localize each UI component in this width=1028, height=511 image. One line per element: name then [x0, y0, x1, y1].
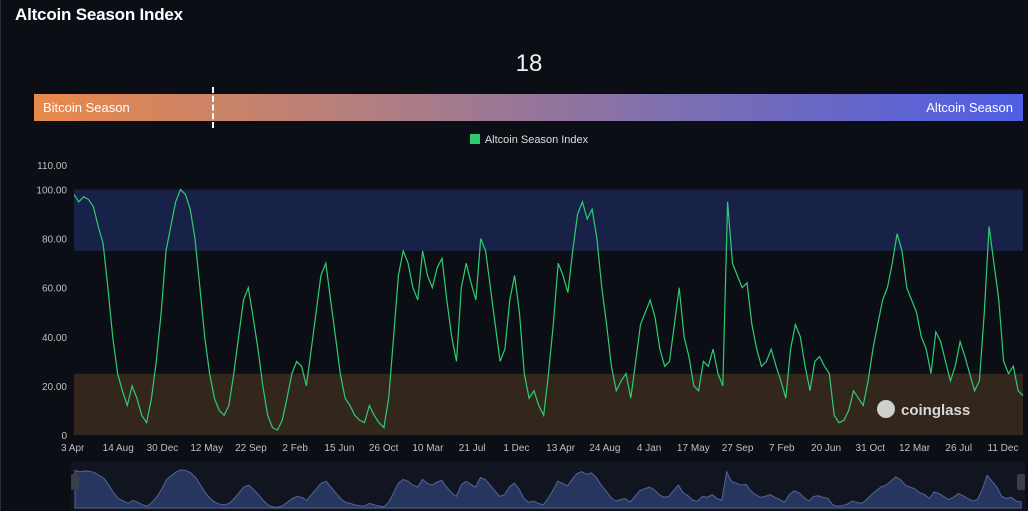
x-tick-label: 7 Feb	[769, 443, 795, 454]
coinglass-watermark: coinglass	[877, 400, 970, 419]
y-tick-label: 100.00	[36, 186, 67, 197]
x-tick-label: 20 Jun	[811, 443, 841, 454]
y-tick-label: 110.00	[37, 161, 67, 172]
x-tick-label: 15 Jun	[324, 443, 354, 454]
gauge-right-label: Altcoin Season	[926, 100, 1013, 115]
x-tick-label: 11 Dec	[988, 443, 1019, 454]
chart-legend[interactable]: Altcoin Season Index	[1, 134, 1028, 146]
page-title: Altcoin Season Index	[15, 5, 183, 24]
navigator-left-handle[interactable]	[71, 474, 79, 490]
line-chart[interactable]: 0 20.00 40.00 60.00 80.00 100.00 110.00 3 Apr 14…	[1, 150, 1028, 460]
y-tick-label: 0	[61, 431, 67, 442]
gauge-marker	[212, 87, 215, 128]
x-tick-label: 26 Jul	[945, 443, 972, 454]
x-tick-label: 1 Dec	[503, 443, 529, 454]
x-tick-label: 30 Dec	[147, 443, 179, 454]
x-tick-label: 17 May	[677, 443, 710, 454]
season-gauge: Bitcoin Season Altcoin Season	[34, 87, 1023, 128]
x-tick-label: 24 Aug	[589, 443, 620, 454]
x-tick-label: 12 Mar	[899, 443, 931, 454]
navigator-area	[74, 469, 1022, 509]
series-line-altcoin-season-index[interactable]	[73, 188, 1024, 431]
x-tick-label: 31 Oct	[856, 443, 886, 454]
brand-name: coinglass	[901, 402, 971, 419]
gauge-left-label: Bitcoin Season	[43, 100, 130, 115]
y-tick-label: 20.00	[42, 382, 67, 393]
x-tick-label: 2 Feb	[282, 443, 308, 454]
range-navigator[interactable]	[1, 462, 1028, 511]
x-tick-label: 14 Aug	[103, 443, 134, 454]
y-tick-label: 60.00	[42, 284, 67, 295]
y-tick-label: 40.00	[42, 333, 67, 344]
x-tick-label: 26 Oct	[369, 443, 399, 454]
band-altcoin-season	[74, 189, 1023, 251]
x-tick-label: 13 Apr	[546, 443, 576, 454]
navigator-right-handle[interactable]	[1017, 474, 1025, 490]
legend-label: Altcoin Season Index	[484, 134, 589, 146]
coinglass-logo-icon	[877, 400, 895, 418]
x-tick-label: 21 Jul	[459, 443, 486, 454]
x-tick-label: 12 May	[190, 443, 223, 454]
y-tick-label: 80.00	[42, 235, 67, 246]
legend-swatch	[469, 134, 480, 144]
x-tick-label: 4 Jan	[637, 443, 661, 454]
x-tick-label: 27 Sep	[722, 443, 754, 454]
x-tick-label: 3 Apr	[61, 443, 85, 454]
x-tick-label: 22 Sep	[235, 443, 267, 454]
x-tick-label: 10 Mar	[412, 443, 444, 454]
current-index-value: 18	[515, 50, 543, 77]
